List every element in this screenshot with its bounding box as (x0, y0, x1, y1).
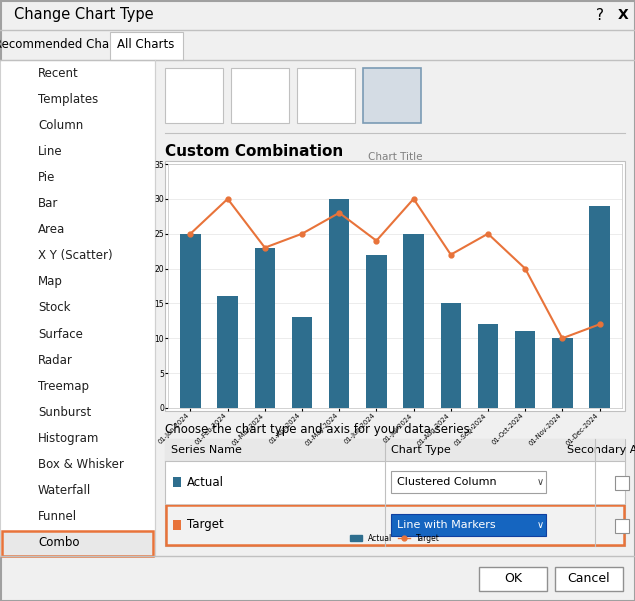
Bar (391, 514, 546, 535)
Text: All Charts: All Charts (117, 38, 175, 52)
Legend: Actual, Target: Actual, Target (347, 531, 443, 546)
Bar (329, 199, 349, 408)
Text: Combo: Combo (38, 537, 79, 549)
Bar (231, 68, 289, 123)
Text: Waterfall: Waterfall (38, 484, 91, 497)
Text: Histogram: Histogram (38, 432, 99, 445)
Text: Choose the chart type and axis for your data series:: Choose the chart type and axis for your … (165, 423, 474, 436)
Text: X: X (618, 8, 629, 22)
Bar (2, 531, 153, 556)
Text: Funnel: Funnel (38, 510, 77, 523)
Text: ∨: ∨ (537, 520, 544, 529)
Bar (0, 60, 155, 556)
Text: Actual: Actual (187, 476, 224, 489)
Bar (292, 317, 312, 408)
Bar (515, 331, 535, 408)
Text: Chart Type: Chart Type (391, 445, 451, 455)
Text: Map: Map (38, 275, 63, 288)
Text: Secondary Axis: Secondary Axis (567, 445, 635, 455)
Text: Radar: Radar (38, 354, 73, 367)
Text: Custom Combination: Custom Combination (165, 144, 344, 159)
Text: Stock: Stock (38, 302, 70, 314)
Bar (552, 338, 573, 408)
Bar (297, 68, 355, 123)
Bar (165, 439, 625, 546)
Text: Bar: Bar (38, 197, 58, 210)
Text: X Y (Scatter): X Y (Scatter) (38, 249, 112, 262)
Bar (478, 325, 498, 408)
Text: Column: Column (38, 119, 83, 132)
Bar (166, 504, 624, 545)
Bar (366, 255, 387, 408)
Text: Line with Markers: Line with Markers (397, 520, 496, 529)
Text: Recommended Charts: Recommended Charts (0, 38, 126, 52)
Bar (479, 567, 547, 591)
Bar (255, 248, 275, 408)
Bar (441, 304, 461, 408)
Text: Area: Area (38, 223, 65, 236)
Title: Chart Title: Chart Title (368, 152, 422, 162)
Text: Cancel: Cancel (568, 572, 610, 585)
Text: Pie: Pie (38, 171, 55, 184)
Bar (555, 567, 623, 591)
Text: Sunburst: Sunburst (38, 406, 91, 419)
Bar (165, 161, 625, 411)
Bar (615, 519, 629, 532)
Text: Box & Whisker: Box & Whisker (38, 458, 124, 471)
Bar (165, 68, 223, 123)
Bar (403, 234, 424, 408)
Text: Line: Line (38, 145, 63, 158)
Bar (180, 234, 201, 408)
Bar (173, 520, 181, 529)
Text: Surface: Surface (38, 328, 83, 341)
Bar (615, 476, 629, 490)
Text: ∨: ∨ (537, 477, 544, 487)
Text: Target: Target (187, 518, 224, 531)
Text: Templates: Templates (38, 93, 98, 106)
Bar (173, 477, 181, 487)
Text: Treemap: Treemap (38, 380, 89, 393)
Bar (165, 439, 625, 461)
Text: ?: ? (596, 7, 604, 22)
Bar (217, 296, 238, 408)
Bar (391, 471, 546, 493)
Text: Recent: Recent (38, 67, 79, 79)
Text: Change Chart Type: Change Chart Type (14, 7, 154, 22)
Bar (589, 206, 610, 408)
Bar (363, 68, 421, 123)
Text: OK: OK (504, 572, 522, 585)
Text: Series Name: Series Name (171, 445, 242, 455)
Text: Clustered Column: Clustered Column (397, 477, 497, 487)
Bar (110, 32, 183, 60)
